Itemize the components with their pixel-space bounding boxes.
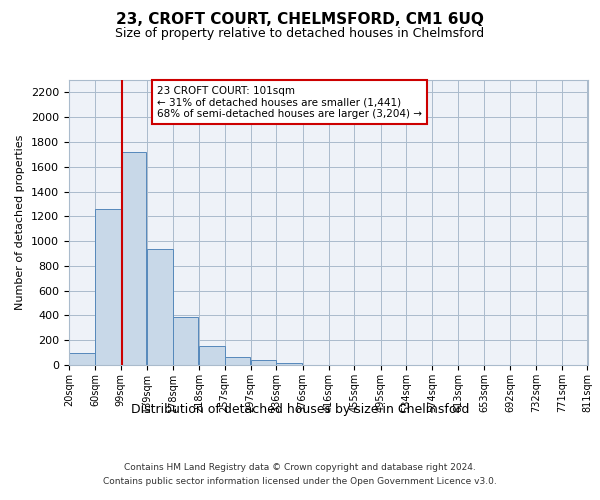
Y-axis label: Number of detached properties: Number of detached properties	[16, 135, 25, 310]
Bar	[147, 248, 173, 365]
Bar	[173, 316, 198, 365]
Text: Contains HM Land Registry data © Crown copyright and database right 2024.: Contains HM Land Registry data © Crown c…	[124, 462, 476, 471]
Text: 23, CROFT COURT, CHELMSFORD, CM1 6UQ: 23, CROFT COURT, CHELMSFORD, CM1 6UQ	[116, 12, 484, 28]
Bar	[277, 362, 302, 365]
Text: Size of property relative to detached houses in Chelmsford: Size of property relative to detached ho…	[115, 28, 485, 40]
Bar	[224, 357, 250, 365]
Bar	[121, 152, 146, 365]
Bar	[199, 346, 224, 365]
Text: Distribution of detached houses by size in Chelmsford: Distribution of detached houses by size …	[131, 402, 469, 415]
Text: 23 CROFT COURT: 101sqm
← 31% of detached houses are smaller (1,441)
68% of semi-: 23 CROFT COURT: 101sqm ← 31% of detached…	[157, 86, 422, 119]
Bar	[69, 352, 95, 365]
Text: Contains public sector information licensed under the Open Government Licence v3: Contains public sector information licen…	[103, 478, 497, 486]
Bar	[251, 360, 277, 365]
Bar	[95, 209, 121, 365]
